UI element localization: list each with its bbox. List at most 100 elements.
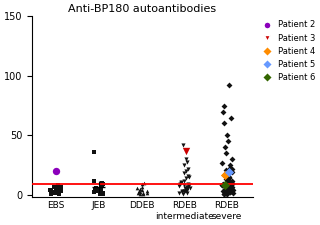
Point bbox=[223, 191, 228, 195]
Point bbox=[100, 192, 106, 196]
Point bbox=[222, 184, 228, 187]
Point bbox=[178, 180, 183, 184]
Point bbox=[92, 150, 97, 154]
Point bbox=[222, 173, 228, 176]
Point bbox=[227, 172, 232, 175]
Point bbox=[187, 187, 192, 190]
Point bbox=[223, 191, 228, 195]
Point bbox=[221, 104, 226, 107]
Point bbox=[223, 178, 228, 181]
Point bbox=[49, 189, 54, 193]
Point bbox=[185, 182, 190, 185]
Point bbox=[220, 182, 226, 186]
Point bbox=[48, 188, 53, 192]
Point bbox=[224, 168, 229, 172]
Point bbox=[230, 188, 235, 192]
Point bbox=[96, 188, 101, 192]
Point bbox=[227, 184, 232, 188]
Point bbox=[137, 190, 142, 194]
Point bbox=[142, 181, 147, 185]
Point bbox=[227, 171, 232, 174]
Point bbox=[228, 166, 233, 169]
Point bbox=[229, 167, 235, 171]
Point bbox=[185, 167, 190, 171]
Point bbox=[185, 160, 190, 163]
Point bbox=[140, 188, 145, 192]
Point bbox=[223, 191, 228, 194]
Point bbox=[100, 182, 105, 186]
Point bbox=[227, 181, 232, 184]
Point bbox=[93, 186, 99, 189]
Point bbox=[230, 181, 235, 185]
Point bbox=[144, 189, 149, 193]
Point bbox=[50, 191, 55, 194]
Point bbox=[181, 183, 186, 187]
Point bbox=[135, 191, 140, 195]
Point bbox=[187, 175, 192, 179]
Point bbox=[93, 187, 98, 191]
Point bbox=[228, 190, 233, 194]
Point bbox=[141, 192, 146, 195]
Point bbox=[221, 192, 226, 196]
Point bbox=[229, 179, 235, 182]
Point bbox=[228, 190, 233, 194]
Point bbox=[220, 189, 225, 193]
Point bbox=[177, 191, 182, 195]
Point bbox=[56, 193, 61, 196]
Point bbox=[223, 151, 228, 155]
Point bbox=[98, 189, 103, 193]
Point bbox=[220, 110, 226, 113]
Point bbox=[53, 169, 59, 173]
Point bbox=[183, 169, 188, 173]
Point bbox=[185, 185, 190, 189]
Point bbox=[229, 157, 235, 161]
Point bbox=[183, 157, 188, 161]
Point bbox=[226, 174, 231, 178]
Point bbox=[225, 185, 230, 189]
Point bbox=[224, 134, 229, 137]
Point bbox=[227, 163, 232, 167]
Point bbox=[140, 185, 145, 188]
Point bbox=[183, 186, 188, 189]
Point bbox=[226, 175, 231, 179]
Point bbox=[226, 140, 231, 143]
Point bbox=[56, 184, 61, 187]
Point bbox=[136, 189, 141, 193]
Point bbox=[182, 189, 187, 193]
Point bbox=[229, 171, 234, 174]
Point bbox=[223, 189, 228, 193]
Point bbox=[180, 143, 185, 147]
Point bbox=[184, 149, 189, 153]
Point bbox=[230, 191, 236, 194]
Point bbox=[223, 186, 228, 189]
Point bbox=[53, 188, 59, 191]
Point bbox=[221, 173, 226, 176]
Point bbox=[55, 192, 60, 195]
Point bbox=[98, 188, 103, 191]
Point bbox=[219, 183, 224, 187]
Point bbox=[99, 184, 104, 187]
Point bbox=[97, 193, 102, 196]
Point bbox=[227, 176, 232, 180]
Point bbox=[184, 185, 189, 188]
Point bbox=[99, 185, 104, 188]
Point bbox=[144, 191, 149, 194]
Point bbox=[57, 187, 62, 191]
Point bbox=[225, 188, 230, 191]
Point bbox=[56, 191, 61, 195]
Point bbox=[225, 185, 230, 188]
Point bbox=[91, 190, 96, 194]
Point bbox=[185, 188, 190, 191]
Point bbox=[229, 188, 235, 192]
Point bbox=[222, 184, 228, 187]
Point bbox=[180, 192, 186, 196]
Point bbox=[99, 181, 104, 185]
Point bbox=[227, 180, 232, 184]
Point bbox=[229, 187, 234, 191]
Point bbox=[140, 193, 146, 196]
Point bbox=[100, 191, 106, 195]
Point bbox=[50, 190, 55, 193]
Point bbox=[138, 192, 143, 196]
Point bbox=[181, 163, 186, 167]
Point bbox=[178, 181, 183, 185]
